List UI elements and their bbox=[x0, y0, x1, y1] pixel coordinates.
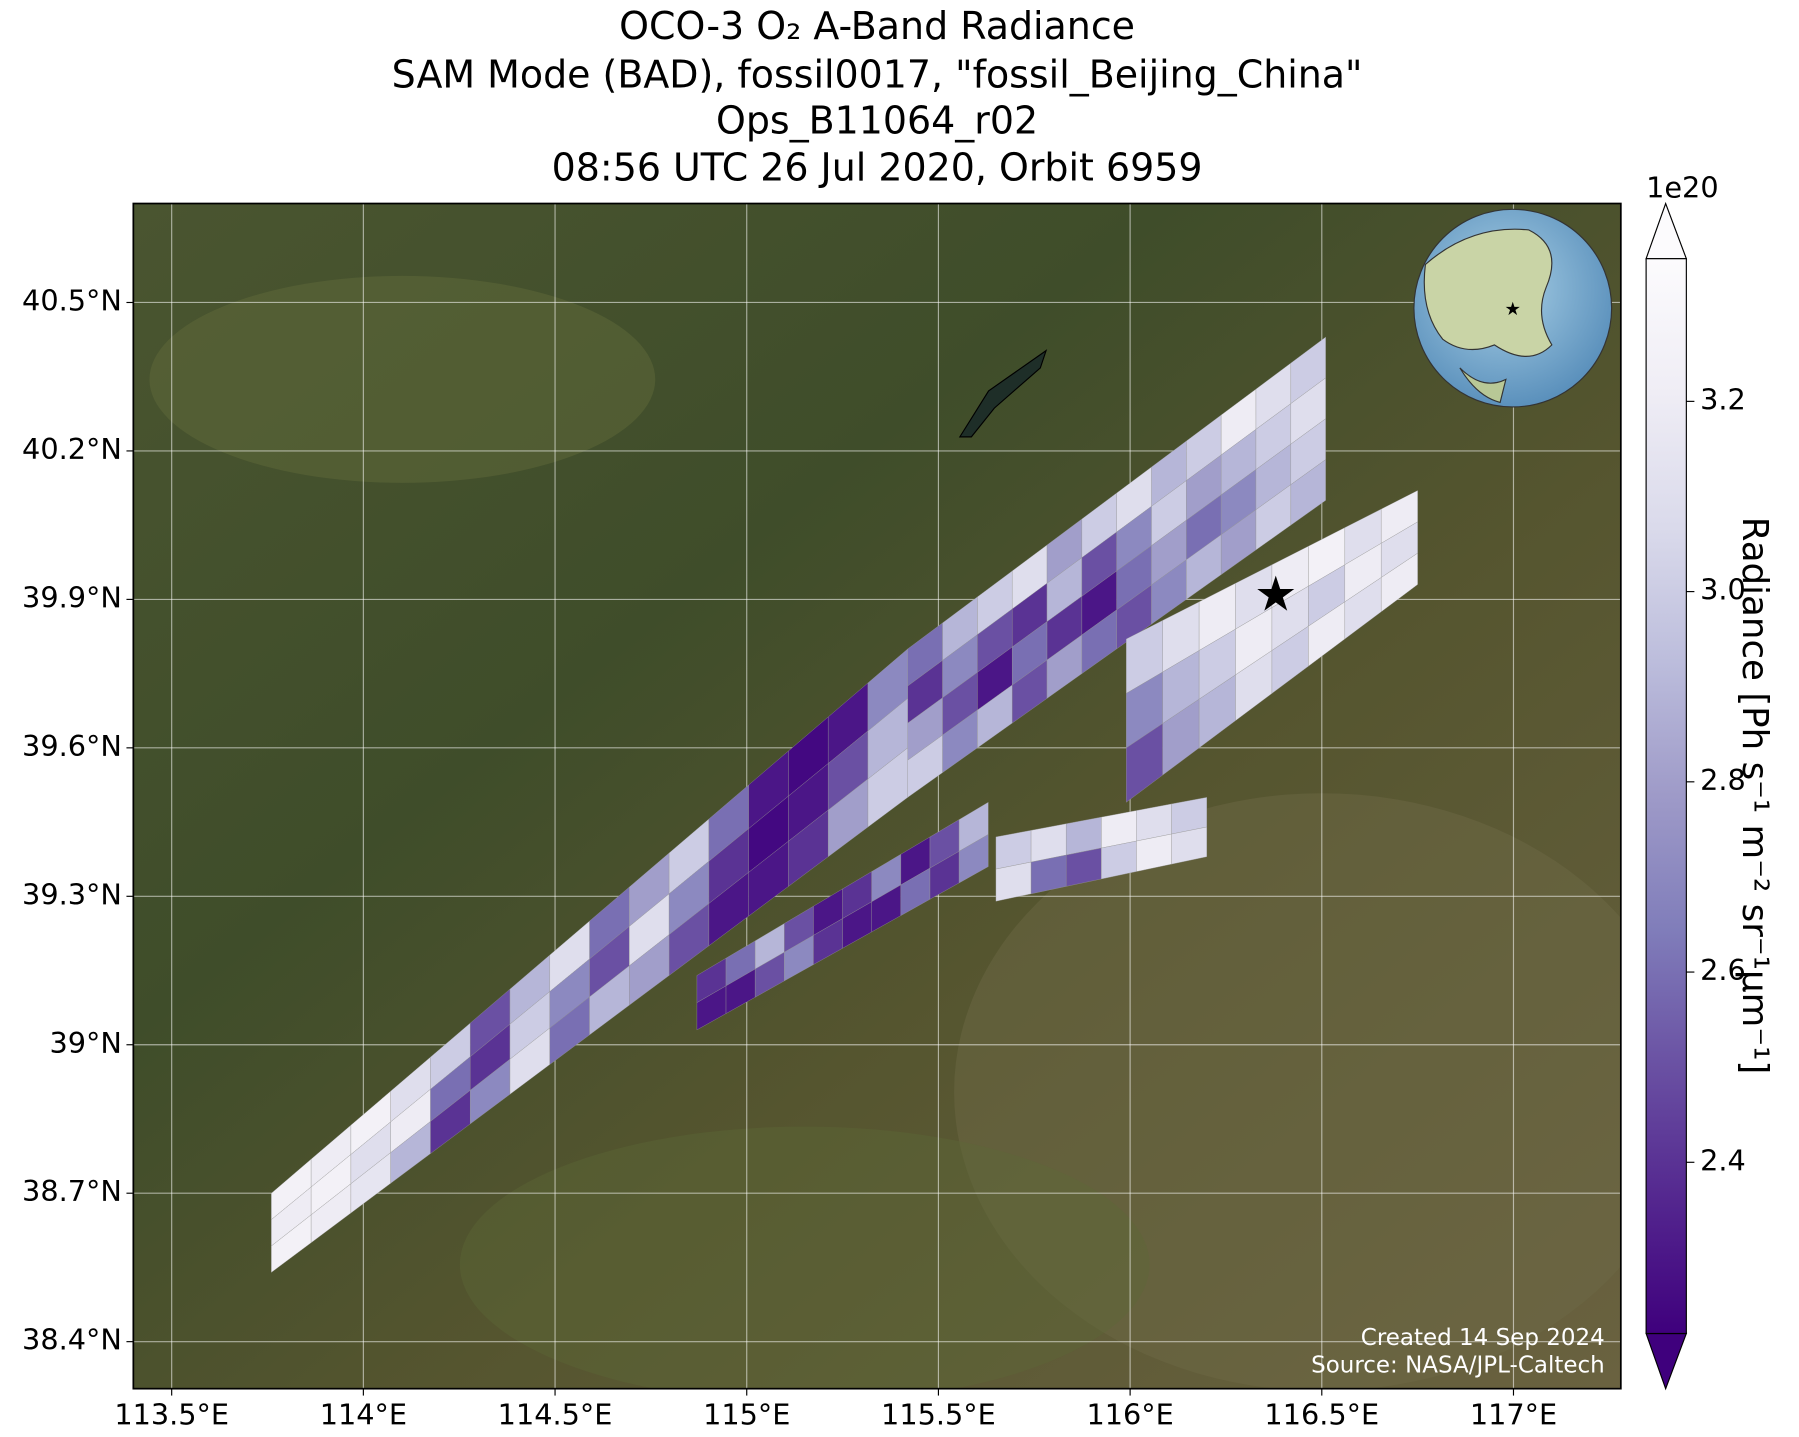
title-block: OCO-3 O₂ A-Band Radiance SAM Mode (BAD),… bbox=[392, 4, 1363, 189]
colorbar-label: Radiance [Ph s⁻¹ m⁻² sr⁻¹μm⁻¹] bbox=[1734, 517, 1775, 1075]
x-tick-label: 115.5°E bbox=[881, 1397, 996, 1431]
colorbar-offset: 1e20 bbox=[1646, 171, 1718, 205]
globe-inset: ★ bbox=[1413, 208, 1613, 408]
colorbar-tick-label: 2.6 bbox=[1700, 953, 1746, 987]
colorbar-tick-label: 3.0 bbox=[1700, 573, 1746, 607]
x-tick-label: 114.5°E bbox=[498, 1397, 613, 1431]
y-tick-label: 40.5°N bbox=[22, 283, 122, 317]
x-tick-label: 117°E bbox=[1470, 1397, 1557, 1431]
radiance-cell bbox=[958, 834, 989, 884]
colorbar-tick-label: 2.8 bbox=[1700, 763, 1746, 797]
radiance-cell bbox=[1290, 459, 1326, 526]
y-tick-label: 39°N bbox=[49, 1026, 121, 1060]
y-tick-label: 40.2°N bbox=[22, 432, 122, 466]
colorbar-extend bbox=[1645, 201, 1688, 260]
x-tick-label: 116°E bbox=[1086, 1397, 1173, 1431]
radiance-cell bbox=[1381, 552, 1418, 613]
landmass bbox=[1423, 228, 1553, 357]
x-tick-label: 116.5°E bbox=[1264, 1397, 1379, 1431]
y-tick-label: 39.3°N bbox=[22, 877, 122, 911]
landmass bbox=[1459, 367, 1507, 404]
title-line: 08:56 UTC 26 Jul 2020, Orbit 6959 bbox=[552, 146, 1203, 190]
y-tick-label: 39.9°N bbox=[22, 580, 122, 614]
swaths: ★ bbox=[271, 336, 1418, 1273]
map-frame bbox=[132, 202, 1622, 1390]
x-tick-label: 113.5°E bbox=[114, 1397, 229, 1431]
globe-marker: ★ bbox=[1505, 299, 1521, 320]
colorbar-tick-label: 2.4 bbox=[1700, 1143, 1746, 1177]
title-line: Ops_B11064_r02 bbox=[716, 98, 1038, 142]
colorbar-tick-label: 3.2 bbox=[1700, 382, 1746, 416]
reservoir bbox=[958, 349, 1048, 438]
y-tick-label: 38.7°N bbox=[22, 1174, 122, 1208]
terrain-patch bbox=[459, 1126, 1150, 1389]
title-line: SAM Mode (BAD), fossil0017, "fossil_Beij… bbox=[392, 52, 1363, 96]
terrain-patch bbox=[149, 275, 656, 483]
y-tick-label: 38.4°N bbox=[22, 1323, 122, 1357]
x-tick-label: 114°E bbox=[320, 1397, 407, 1431]
credit: Created 14 Sep 2024 bbox=[1361, 1325, 1605, 1351]
colorbar: 1e20 Radiance [Ph s⁻¹ m⁻² sr⁻¹μm⁻¹] 2.4 2… bbox=[1645, 171, 1775, 1391]
credit: Source: NASA/JPL-Caltech bbox=[1311, 1353, 1605, 1379]
y-tick-label: 39.6°N bbox=[22, 729, 122, 763]
radiance-cell bbox=[1171, 826, 1207, 865]
title-line: OCO-3 O₂ A-Band Radiance bbox=[619, 4, 1135, 48]
target-marker: ★ bbox=[1254, 567, 1297, 623]
map-area: ★ bbox=[133, 203, 1621, 1389]
terrain-patch bbox=[954, 793, 1621, 1389]
colorbar-extend bbox=[1645, 1332, 1688, 1391]
x-tick-label: 115°E bbox=[703, 1397, 790, 1431]
colorbar-body bbox=[1645, 258, 1687, 1335]
